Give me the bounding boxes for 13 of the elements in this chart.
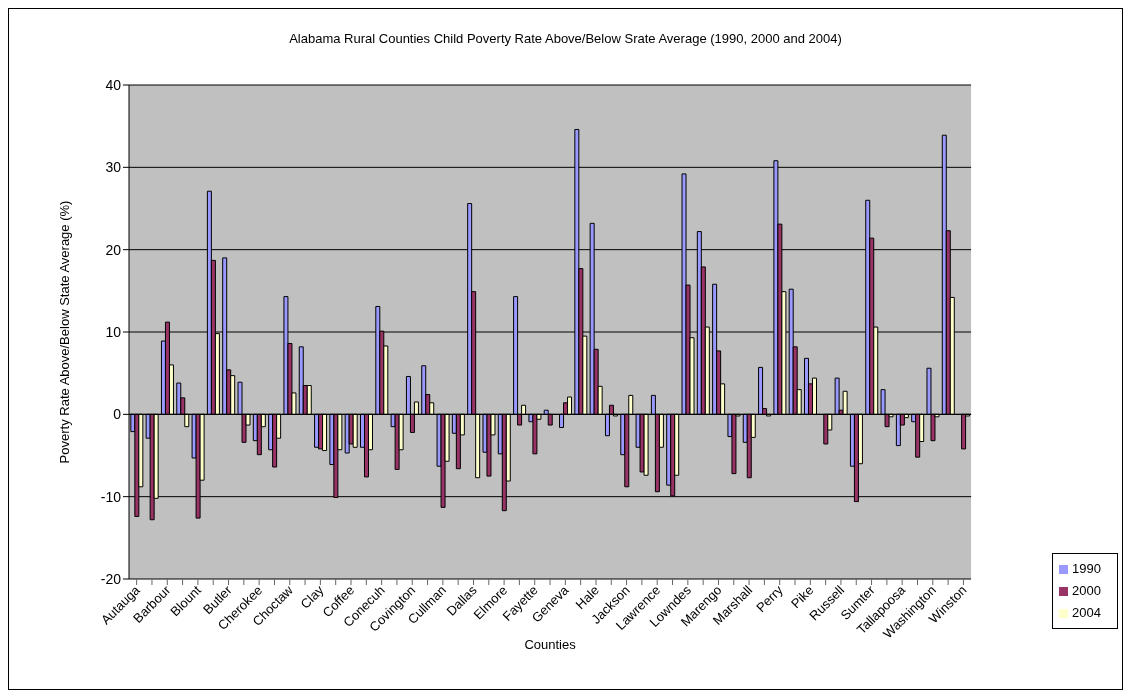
- y-tick-label: 30: [105, 159, 122, 176]
- y-tick-label: -10: [100, 488, 122, 505]
- x-axis-title: Counties: [524, 637, 577, 652]
- y-tick-label: 40: [105, 76, 122, 93]
- y-axis-title: Poverty Rate Above/Below State Average (%): [56, 200, 72, 464]
- legend-label: 2004: [1072, 605, 1101, 620]
- y-tick-label: 10: [105, 323, 122, 340]
- y-tick-label: 20: [105, 241, 122, 258]
- chart-title: Alabama Rural Counties Child Poverty Rate Above/Below Srate Average (1990, 2000 and 2004): [288, 31, 843, 46]
- legend-label: 2000: [1072, 583, 1101, 598]
- y-tick-label: 0: [113, 406, 122, 423]
- y-tick-label: -20: [100, 570, 122, 587]
- legend-label: 1990: [1072, 561, 1101, 576]
